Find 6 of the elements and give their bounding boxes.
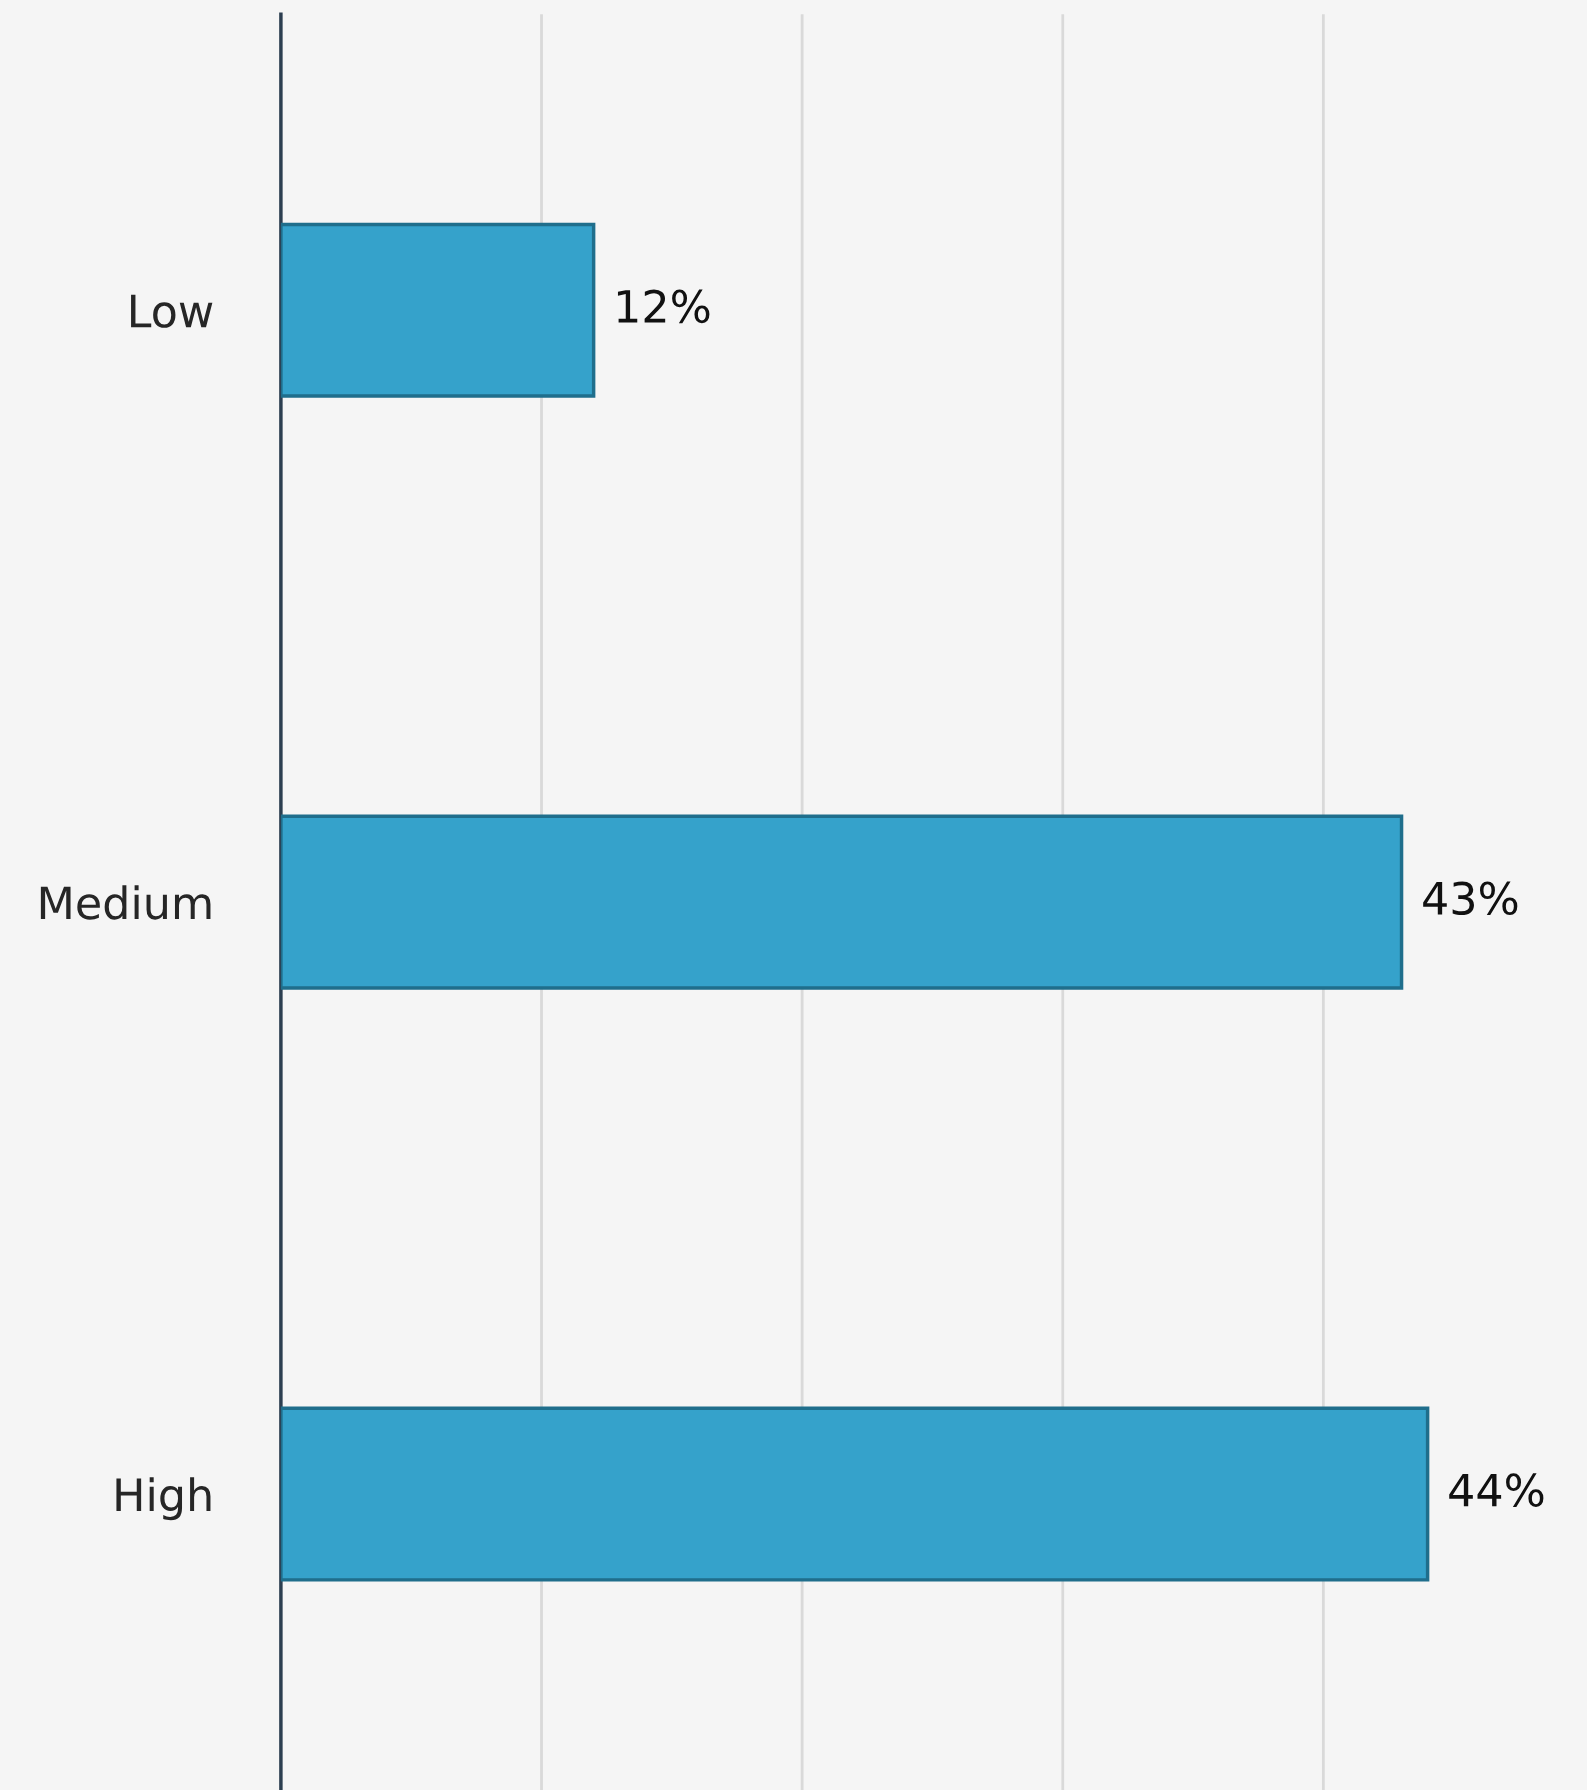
y-tick-label: Low bbox=[131, 294, 213, 328]
y-tick-label: High bbox=[116, 1477, 211, 1521]
data-label: 12% bbox=[617, 289, 710, 324]
data-label: 44% bbox=[1449, 1473, 1544, 1507]
y-tick-label: Medium bbox=[40, 885, 211, 920]
data-label: 43% bbox=[1423, 881, 1518, 916]
